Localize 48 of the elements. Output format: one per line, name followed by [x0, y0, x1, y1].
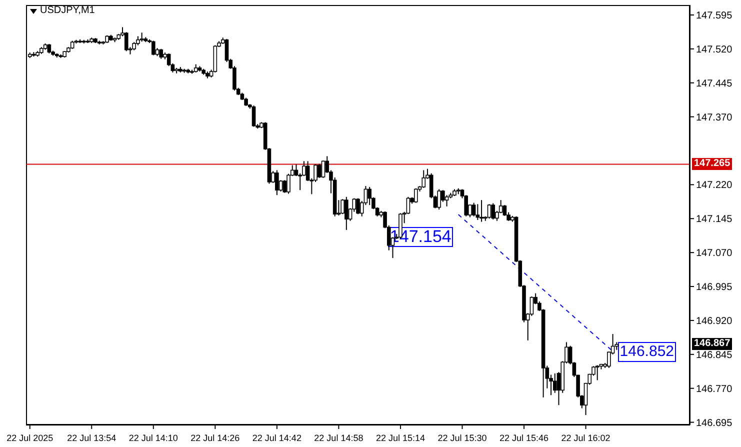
candlestick	[437, 188, 441, 210]
x-tick-label: 22 Jul 15:46	[499, 433, 549, 443]
y-tick-label: 147.445	[696, 78, 733, 90]
annotation: 146.852	[618, 342, 676, 362]
x-tick-label: 22 Jul 16:02	[561, 433, 610, 443]
candlestick	[480, 200, 484, 222]
y-tick-label: 147.595	[696, 10, 733, 22]
candlestick	[368, 186, 372, 206]
candlestick	[491, 202, 496, 220]
candlestick	[356, 198, 360, 215]
y-tick-label: 146.920	[696, 316, 733, 328]
candlestick	[552, 372, 557, 394]
candlestick	[159, 48, 164, 60]
x-tick-label: 22 Jul 2025	[6, 433, 54, 443]
x-tick-label: 22 Jul 14:10	[128, 433, 178, 443]
candlestick	[444, 194, 449, 207]
x-tick-label: 22 Jul 14:42	[252, 433, 302, 443]
candlestick	[321, 160, 326, 178]
candlestick	[414, 188, 418, 204]
y-tick-label: 147.520	[696, 44, 733, 56]
candlestick	[472, 202, 476, 217]
x-tick-label: 22 Jul 13:54	[67, 433, 116, 443]
candlestick	[151, 40, 156, 56]
candlestick	[317, 163, 322, 178]
y-tick-label: 146.845	[696, 350, 733, 361]
x-tick-label: 22 Jul 14:26	[190, 433, 240, 443]
y-tick-label: 147.220	[696, 180, 733, 192]
candlestick	[344, 196, 348, 230]
y-tick-label: 146.770	[696, 384, 733, 395]
y-tick-label: 147.145	[696, 214, 733, 226]
candlestick	[487, 204, 492, 220]
candlestick	[140, 32, 144, 42]
ref-line-label: 147.265	[692, 158, 732, 170]
candlestick	[422, 170, 426, 188]
y-tick-label: 146.695	[696, 418, 733, 429]
y-tick-label: 147.370	[696, 112, 733, 124]
candlestick	[595, 364, 600, 381]
candlestick	[476, 204, 480, 220]
x-tick-label: 22 Jul 15:30	[438, 433, 487, 443]
x-tick-label: 22 Jul 14:58	[314, 433, 364, 443]
text: 146.867	[692, 338, 732, 350]
candlestick	[47, 43, 52, 54]
candlestick	[252, 104, 256, 128]
x-tick-label: 22 Jul 15:14	[376, 433, 425, 443]
candlestick	[275, 170, 279, 196]
y-tick-label: 147.070	[696, 248, 733, 260]
y-tick-label: 146.995	[696, 282, 733, 294]
chart-title: USDJPY,M1	[40, 5, 95, 17]
